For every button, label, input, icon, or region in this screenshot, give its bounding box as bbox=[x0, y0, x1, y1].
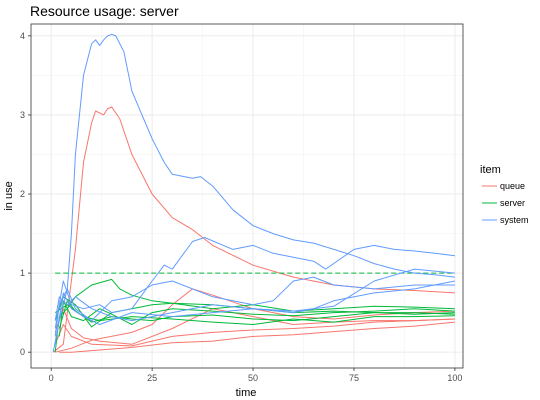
series-line-queue-1 bbox=[52, 106, 455, 353]
legend-label-queue: queue bbox=[500, 181, 525, 191]
axes: 0 25 50 75 100 0 1 2 3 4 bbox=[20, 23, 464, 383]
y-tick-label: 4 bbox=[20, 31, 25, 41]
series-line-system-14 bbox=[54, 276, 455, 337]
series-line-queue-3 bbox=[54, 318, 455, 347]
series-line-system-16 bbox=[54, 268, 455, 322]
legend-title: item bbox=[480, 164, 501, 176]
series-line-queue-5 bbox=[54, 308, 455, 345]
panel-border bbox=[30, 23, 464, 369]
series-lines bbox=[52, 33, 455, 353]
legend-label-server: server bbox=[500, 198, 525, 208]
y-tick-label: 1 bbox=[20, 268, 25, 278]
y-axis-label: in use bbox=[3, 181, 15, 210]
series-line-queue-2 bbox=[55, 288, 455, 353]
chart-title: Resource usage: server bbox=[30, 3, 179, 19]
x-tick-label: 50 bbox=[248, 373, 258, 383]
y-tick-label: 3 bbox=[20, 110, 25, 120]
x-tick-label: 100 bbox=[447, 373, 462, 383]
series-line-queue-4 bbox=[59, 321, 455, 353]
legend: item queue server system bbox=[480, 164, 529, 225]
x-axis-label: time bbox=[236, 387, 257, 399]
series-line-server-8 bbox=[58, 300, 455, 337]
x-tick-label: 25 bbox=[147, 373, 157, 383]
series-line-system-13 bbox=[54, 237, 455, 329]
y-tick-label: 2 bbox=[20, 189, 25, 199]
x-tick-label: 0 bbox=[49, 373, 54, 383]
y-tick-label: 0 bbox=[20, 347, 25, 357]
x-tick-label: 75 bbox=[349, 373, 359, 383]
legend-label-system: system bbox=[500, 215, 529, 225]
series-line-system-15 bbox=[54, 280, 455, 345]
